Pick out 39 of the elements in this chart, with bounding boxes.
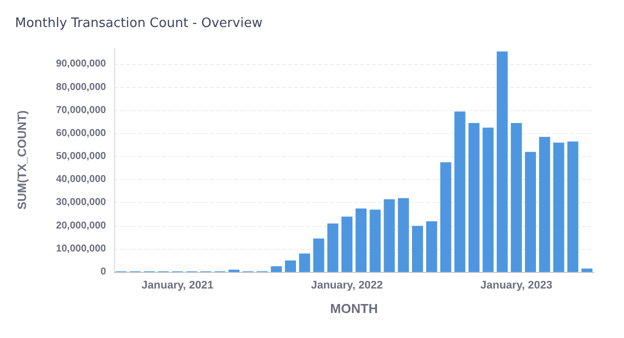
bar xyxy=(426,221,438,272)
bar xyxy=(496,51,508,272)
bar xyxy=(313,238,324,272)
x-axis-title: MONTH xyxy=(330,301,378,316)
y-tick-label: 70,000,000 xyxy=(56,104,106,116)
bar xyxy=(482,128,494,272)
bar xyxy=(553,142,564,272)
bar xyxy=(356,208,367,272)
bar xyxy=(370,210,381,272)
x-tick-label: January, 2023 xyxy=(480,280,552,292)
bar xyxy=(384,199,395,272)
bar xyxy=(299,254,310,272)
y-tick-label: 90,000,000 xyxy=(56,58,106,70)
y-tick-label: 10,000,000 xyxy=(56,243,106,254)
bar xyxy=(524,152,536,272)
y-tick-label: 20,000,000 xyxy=(56,220,106,232)
bar xyxy=(284,260,296,272)
y-tick-label: 50,000,000 xyxy=(56,151,106,162)
bar xyxy=(398,198,409,272)
bar xyxy=(539,136,550,272)
bar xyxy=(341,216,352,272)
x-tick-label: January, 2021 xyxy=(142,280,214,292)
bar xyxy=(454,112,466,272)
bar xyxy=(581,268,592,272)
y-axis-title: SUM(TX_COUNT) xyxy=(15,110,29,210)
bar xyxy=(440,162,452,272)
bar xyxy=(270,266,282,272)
bar xyxy=(510,123,522,272)
bar xyxy=(567,142,578,272)
x-tick-label: January, 2022 xyxy=(310,280,383,292)
chart-title: Monthly Transaction Count - Overview xyxy=(15,16,263,31)
y-tick-label: 60,000,000 xyxy=(56,128,106,139)
bar xyxy=(412,226,424,272)
bar xyxy=(468,123,480,272)
y-tick-label: 40,000,000 xyxy=(56,174,106,186)
y-tick-label: 30,000,000 xyxy=(56,197,106,208)
y-tick-label: 0 xyxy=(100,266,106,278)
bar xyxy=(327,224,338,272)
y-tick-label: 80,000,000 xyxy=(56,82,106,93)
